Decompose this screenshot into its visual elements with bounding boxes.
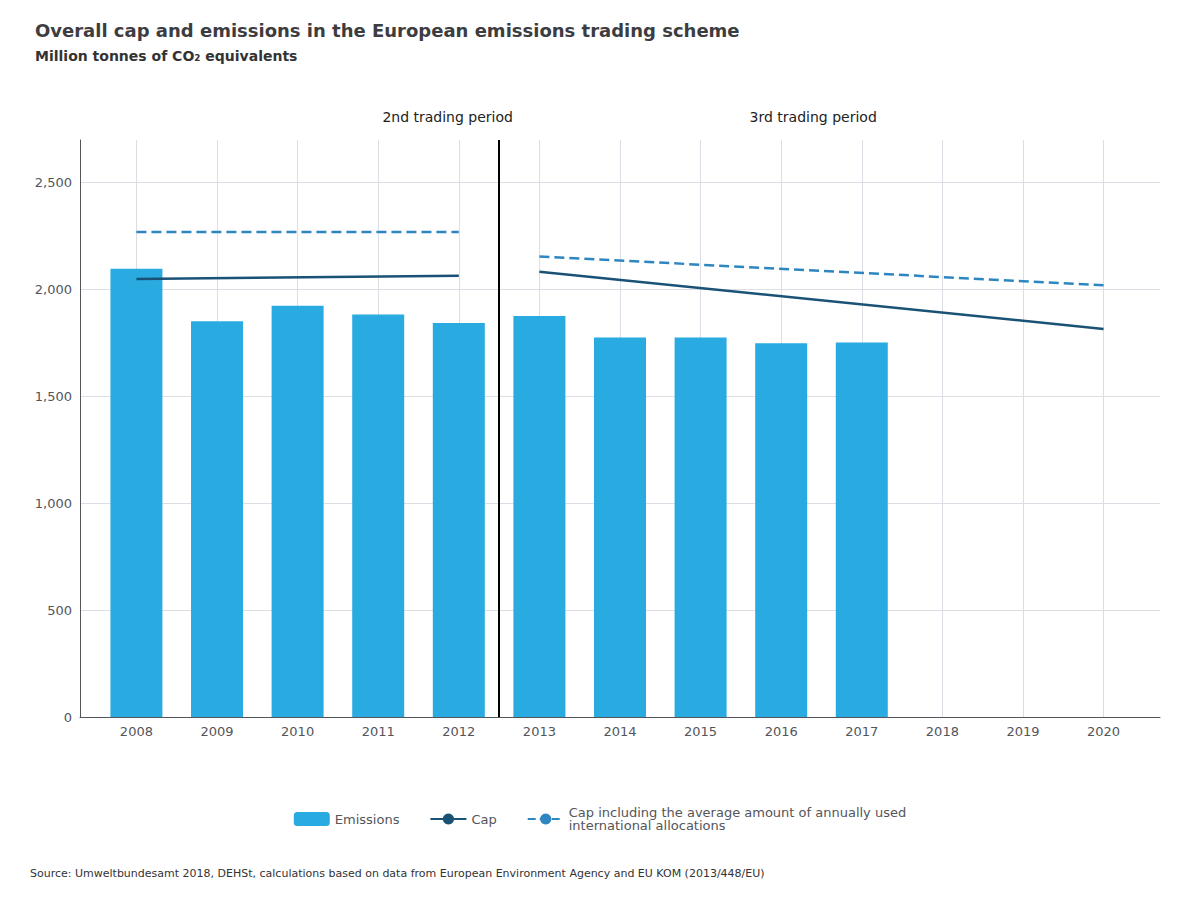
svg-text:1,500: 1,500 (35, 389, 72, 404)
svg-text:2011: 2011 (362, 724, 395, 739)
svg-text:international allocations: international allocations (569, 818, 726, 833)
svg-text:Million tonnes of CO₂ equivale: Million tonnes of CO₂ equivalents (35, 48, 297, 64)
svg-text:2008: 2008 (120, 724, 153, 739)
svg-text:2,000: 2,000 (35, 282, 72, 297)
svg-text:3rd trading period: 3rd trading period (750, 109, 877, 125)
svg-text:2nd trading period: 2nd trading period (382, 109, 513, 125)
svg-text:2018: 2018 (926, 724, 959, 739)
svg-text:2009: 2009 (200, 724, 233, 739)
svg-text:2019: 2019 (1006, 724, 1039, 739)
svg-text:2020: 2020 (1087, 724, 1120, 739)
svg-text:Emissions: Emissions (335, 812, 400, 827)
svg-text:2016: 2016 (765, 724, 798, 739)
svg-text:2,500: 2,500 (35, 175, 72, 190)
svg-text:Overall cap and emissions in t: Overall cap and emissions in the Europea… (35, 20, 740, 41)
svg-text:2012: 2012 (442, 724, 475, 739)
svg-text:Source: Umweltbundesamt 2018,: Source: Umweltbundesamt 2018, DEHSt, cal… (30, 867, 765, 880)
svg-text:2013: 2013 (523, 724, 556, 739)
svg-text:Cap: Cap (471, 812, 496, 827)
svg-text:2010: 2010 (281, 724, 314, 739)
svg-text:2014: 2014 (603, 724, 636, 739)
svg-text:500: 500 (47, 603, 72, 618)
svg-text:2015: 2015 (684, 724, 717, 739)
svg-text:Cap including the average amou: Cap including the average amount of annu… (568, 805, 907, 820)
svg-text:0: 0 (64, 710, 72, 725)
svg-text:2017: 2017 (845, 724, 878, 739)
svg-text:1,000: 1,000 (35, 496, 72, 511)
